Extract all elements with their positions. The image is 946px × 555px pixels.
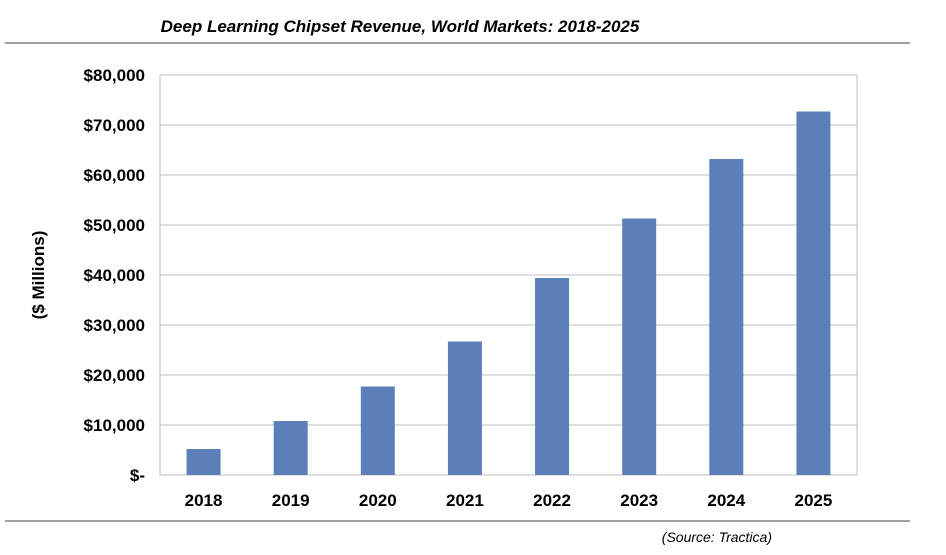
y-tick-label: $50,000 xyxy=(84,216,145,235)
y-tick-label: $10,000 xyxy=(84,416,145,435)
x-tick-label: 2025 xyxy=(795,491,833,510)
x-tick-label: 2018 xyxy=(185,491,223,510)
x-tick-label: 2020 xyxy=(359,491,397,510)
bars xyxy=(186,111,831,475)
x-tick-label: 2019 xyxy=(272,491,310,510)
x-tick-label: 2022 xyxy=(533,491,571,510)
y-tick-labels: $- $10,000 $20,000 $30,000 $40,000 $50,000 $60… xyxy=(84,66,145,485)
x-tick-label: 2024 xyxy=(707,491,745,510)
source-note: (Source: Tractica) xyxy=(662,529,772,545)
gridlines xyxy=(160,124,857,426)
bar-2021 xyxy=(447,341,482,475)
y-tick-label: $- xyxy=(130,466,145,485)
x-tick-label: 2023 xyxy=(620,491,658,510)
y-tick-label: $60,000 xyxy=(84,166,145,185)
y-tick-label: $40,000 xyxy=(84,266,145,285)
bar-2019 xyxy=(273,421,308,475)
y-tick-label: $20,000 xyxy=(84,366,145,385)
bar-2022 xyxy=(535,278,570,475)
x-tick-labels: 2018 2019 2020 2021 2022 2023 2024 2025 xyxy=(185,491,833,510)
bar-2023 xyxy=(622,218,657,475)
y-tick-label: $80,000 xyxy=(84,66,145,85)
y-tick-label: $70,000 xyxy=(84,116,145,135)
y-axis-label: ($ Millions) xyxy=(29,231,48,320)
bar-2018 xyxy=(186,449,221,475)
y-tick-label: $30,000 xyxy=(84,316,145,335)
x-tick-label: 2021 xyxy=(446,491,484,510)
chart-title: Deep Learning Chipset Revenue, World Mar… xyxy=(161,17,640,36)
bar-2024 xyxy=(709,159,744,475)
bar-2025 xyxy=(796,111,831,475)
bar-2020 xyxy=(360,386,395,475)
